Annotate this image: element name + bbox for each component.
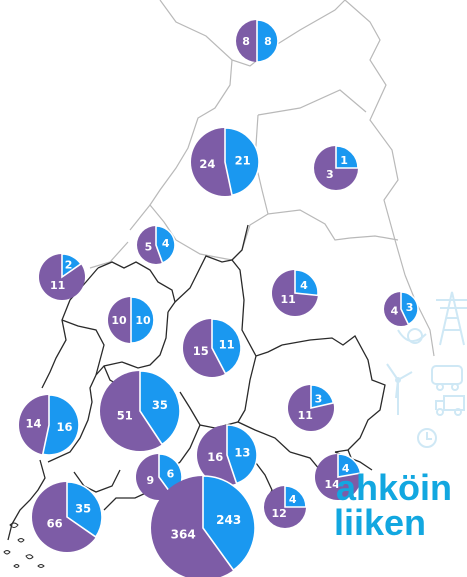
region-pie-kymenlaakso: 414 [315, 453, 362, 500]
pie-label-blue: 10 [135, 314, 151, 327]
region-pie-kainuu: 4 11 [272, 269, 319, 316]
region-pie-pirkanmaa: 35 51 [100, 370, 181, 451]
region-pie-etela-karjala: 412 [264, 485, 307, 528]
pie-label-blue: 35 [152, 398, 168, 412]
region-pie-pohjanmaa: 211 [39, 253, 85, 300]
pie-label-blue: 3 [406, 301, 414, 314]
region-pie-etela-pohjanmaa: 10 10 [108, 296, 155, 344]
pie-label-blue: 8 [264, 35, 272, 48]
pie-label-blue: 4 [162, 237, 170, 250]
pie-slice-blue [139, 370, 181, 446]
pie-slice-blue [335, 145, 359, 169]
pie-label-purple: 15 [193, 344, 209, 358]
pie-label-purple: 9 [146, 474, 154, 487]
pie-slice-blue [256, 19, 279, 63]
pie-label-blue: 16 [56, 420, 72, 434]
region-pie-keski-suomi: 11 15 [183, 318, 242, 377]
pie-label-purple: 51 [117, 409, 133, 423]
pie-slice-blue [294, 269, 319, 297]
pie-slice-blue [155, 225, 176, 264]
pie-slice-blue [61, 253, 83, 279]
pie-slice-blue [41, 394, 80, 456]
brand-text-line1: ahköin [336, 467, 452, 508]
wind-turbine-icon [386, 363, 413, 415]
pie-label-purple: 11 [50, 279, 65, 292]
pie-label-purple: 11 [298, 409, 313, 422]
pie-slice-blue [130, 296, 155, 344]
pie-label-purple: 4 [391, 305, 399, 318]
pie-label-blue: 243 [216, 513, 241, 527]
pie-label-purple: 5 [145, 240, 153, 253]
pie-label-blue: 35 [75, 502, 91, 516]
plug-icon [397, 328, 427, 344]
region-pie-lappi-north: 88 [236, 19, 279, 63]
pie-slice-blue [400, 291, 419, 326]
pie-slice-blue [226, 424, 258, 485]
region-pie-pohjois-karjala: 34 [384, 291, 419, 326]
clock-icon [417, 428, 437, 448]
pie-label-purple: 10 [111, 314, 127, 327]
pie-label-blue: 2 [65, 258, 73, 271]
bus-icon [431, 365, 463, 391]
brand-text-line2: liiken [334, 502, 426, 543]
pie-label-purple: 364 [171, 528, 196, 542]
pie-label-blue: 11 [219, 338, 235, 352]
region-pie-paijat-hame: 13 16 [197, 424, 258, 485]
pie-label-blue: 6 [167, 467, 175, 480]
region-pie-keski-pohjanmaa: 45 [137, 225, 176, 264]
region-pie-lappi: 21 24 [191, 127, 260, 197]
pie-label-blue: 3 [315, 393, 323, 406]
pie-label-purple: 16 [207, 450, 223, 464]
region-pie-etela-savo: 311 [288, 384, 335, 431]
region-pie-lappi-east: 13 [314, 145, 359, 190]
pie-label-blue: 21 [235, 153, 251, 167]
pie-label-purple: 14 [324, 478, 340, 491]
region-pie-varsinais-suomi: 35 66 [32, 481, 103, 552]
pie-slice-blue [284, 485, 307, 508]
pie-label-purple: 3 [326, 168, 334, 181]
pie-label-purple: 12 [271, 507, 286, 520]
pie-slice-blue [224, 127, 260, 197]
pie-label-purple: 8 [242, 35, 250, 48]
pie-label-purple: 24 [199, 157, 215, 171]
pie-slice-blue [337, 453, 362, 478]
pie-slice-blue [310, 384, 335, 410]
archipelago-islands [3, 522, 45, 568]
region-pie-uusimaa: 243 364 [151, 475, 256, 577]
pie-label-purple: 14 [25, 417, 41, 431]
pie-label-blue: 4 [289, 493, 297, 506]
pie-label-blue: 4 [342, 462, 350, 475]
pie-label-blue: 4 [300, 279, 308, 292]
pie-label-purple: 66 [47, 517, 63, 531]
pie-slice-blue [66, 481, 103, 539]
pie-label-blue: 13 [234, 446, 250, 460]
pie-label-purple: 11 [281, 293, 296, 306]
region-borders-north [89, 0, 435, 357]
pie-slice-blue [211, 318, 242, 375]
power-pylon-icon [436, 291, 467, 346]
truck-icon [435, 395, 465, 416]
pie-slice-blue [202, 475, 256, 572]
brand-decoration [386, 291, 467, 448]
pie-label-blue: 1 [340, 154, 348, 167]
